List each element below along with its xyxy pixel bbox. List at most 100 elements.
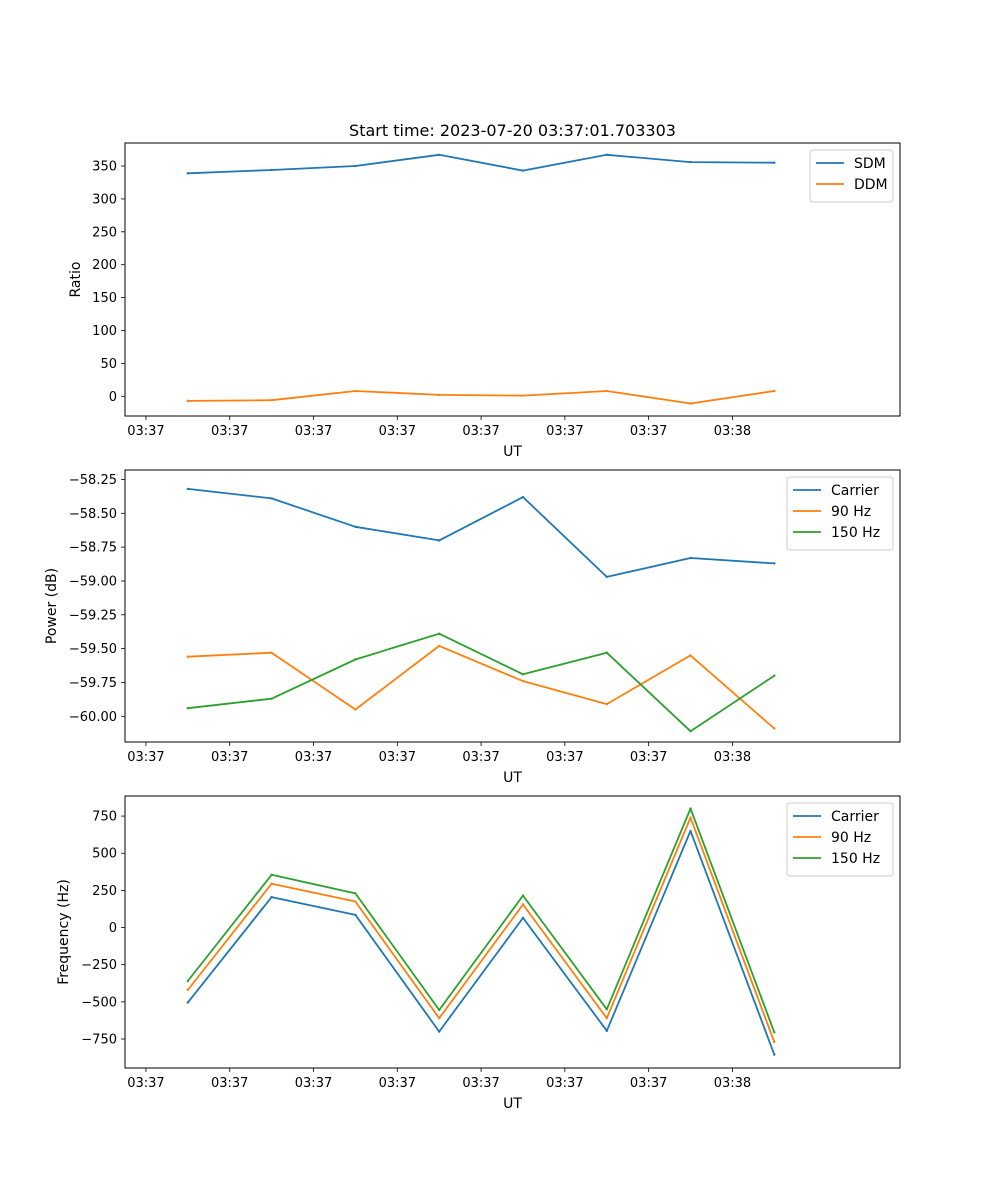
x-tick-label: 03:37 [127,424,164,439]
x-tick-label: 03:37 [379,424,416,439]
y-tick-label: −60.00 [69,710,117,725]
x-tick-label: 03:37 [630,1076,667,1091]
data-point [437,632,441,635]
data-point [354,892,357,895]
x-tick-label: 03:37 [211,424,248,439]
data-point [773,389,776,393]
legend-entry: DDM [854,177,888,193]
data-point [186,979,190,983]
series-line-carrier [187,830,776,1055]
y-axis-label: Ratio [68,262,84,298]
data-point [354,389,357,393]
data-point [437,393,441,397]
data-point [605,651,608,654]
x-tick-label: 03:37 [127,750,164,765]
x-axis-label: UT [503,1096,522,1112]
data-point [354,708,357,711]
y-tick-label: 350 [92,160,117,175]
y-tick-label: −58.50 [69,507,117,522]
data-point [689,729,692,733]
y-tick-label: 500 [92,847,117,862]
data-point [689,807,692,810]
y-tick-label: 150 [92,291,117,306]
chart-panel-2: 03:37 03:37 03:37 03:37 03:37 03:37 03:37 03:38… [44,469,901,786]
y-tick-label: −58.25 [69,473,117,488]
series-line-ddm [187,390,775,405]
y-tick-label: 0 [109,921,117,936]
y-tick-label: −58.75 [69,541,117,556]
x-tick-label: 03:37 [462,750,499,765]
data-point [437,539,441,542]
data-point [773,727,776,730]
x-tick-label: 03:37 [546,424,583,439]
data-point [605,1008,608,1011]
x-tick-label: 03:38 [714,424,751,439]
legend-entry: 90 Hz [831,830,871,846]
data-point [689,556,692,560]
legend-entry: SDM [854,156,886,172]
x-tick-label: 03:37 [630,424,667,439]
y-tick-label: 750 [92,810,117,825]
data-point [354,900,357,903]
data-point [773,1031,776,1034]
data-point [270,697,273,700]
data-point [186,399,190,403]
y-axis-label: Power (dB) [44,568,60,644]
data-point [270,497,273,500]
data-point [605,1029,608,1033]
data-point [437,644,441,648]
axes-frame [124,142,901,417]
x-tick-label: 03:37 [462,1076,499,1091]
data-point [521,169,525,172]
x-tick-label: 03:37 [211,750,248,765]
data-point [689,816,692,819]
data-point [354,658,357,661]
legend-entry: 150 Hz [831,851,880,867]
chart-panel-3: 03:37 03:37 03:37 03:37 03:37 03:37 03:37 03:38… [56,795,901,1112]
data-point [186,1001,190,1004]
data-point [186,988,190,992]
data-point [354,164,357,168]
data-point [354,913,357,917]
x-tick-label: 03:37 [546,1076,583,1091]
x-tick-label: 03:37 [462,424,499,439]
series-line-90-hz [187,645,775,730]
data-point [521,894,525,897]
data-point [773,674,776,677]
data-point [689,160,692,164]
x-tick-label: 03:37 [295,1076,332,1091]
y-tick-label: 100 [92,324,117,339]
data-point [270,895,273,899]
data-point [437,1008,441,1012]
legend-entry: 90 Hz [831,504,871,520]
data-point [270,399,273,402]
chart-panel-1: 03:37 03:37 03:37 03:37 03:37 03:37 03:37 03:38… [68,142,901,460]
data-point [437,153,441,157]
y-tick-label: 250 [92,225,117,240]
data-point [270,651,273,654]
y-tick-label: 50 [100,357,117,372]
data-point [186,655,190,658]
axes-frame [124,795,901,1069]
data-point [521,495,525,499]
data-point [270,168,273,172]
x-tick-label: 03:37 [546,750,583,765]
data-point [773,161,776,164]
data-point [354,525,357,529]
data-point [521,679,525,683]
x-tick-label: 03:37 [211,1076,248,1091]
y-tick-label: −59.25 [69,608,117,623]
y-tick-label: 200 [92,258,117,273]
chart-title: Start time: 2023-07-20 03:37:01.703303 [349,121,676,140]
series-line-carrier [187,488,775,578]
data-point [605,1017,608,1020]
y-tick-label: 300 [92,192,117,207]
data-point [605,153,608,157]
legend-entry: Carrier [831,483,879,499]
y-tick-label: −750 [81,1033,117,1048]
data-point [521,916,525,920]
data-point [186,487,190,491]
data-point [773,1053,776,1056]
data-point [186,706,190,710]
data-point [689,829,692,833]
